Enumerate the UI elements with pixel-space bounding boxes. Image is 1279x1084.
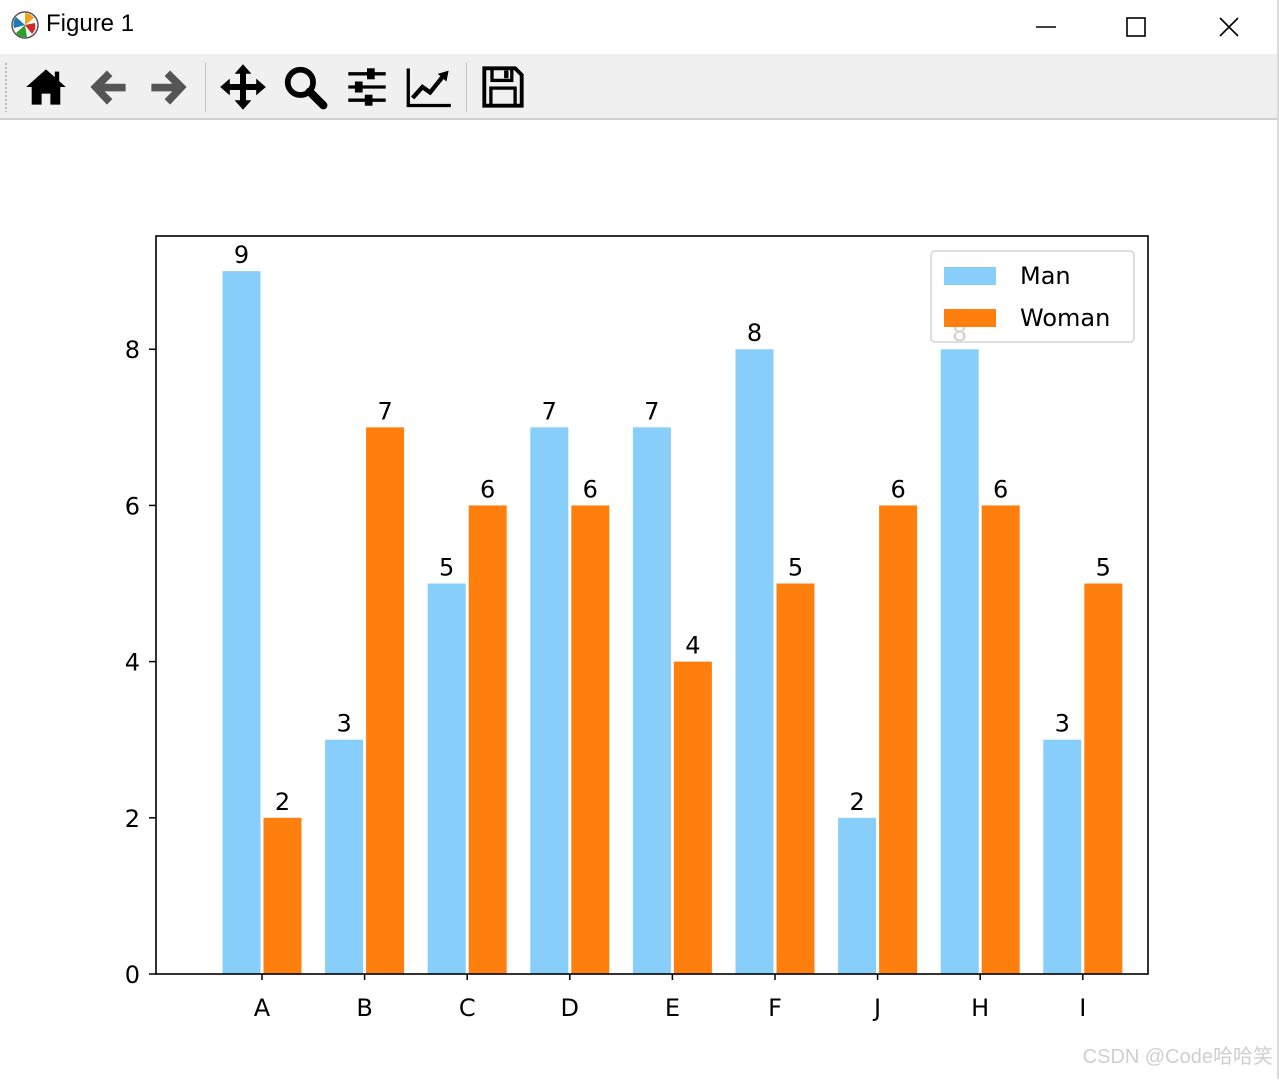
bar-value-label: 3: [1055, 710, 1070, 738]
x-tick-label: A: [254, 994, 271, 1022]
close-icon: [1219, 17, 1239, 37]
x-tick-label: F: [768, 994, 782, 1022]
zoom-icon: [284, 66, 328, 110]
bar-man: [325, 739, 364, 974]
y-tick-label: 6: [125, 492, 140, 520]
axes-frame: [155, 235, 1149, 975]
x-tick-label: H: [971, 994, 989, 1022]
bar-value-label: 7: [644, 397, 659, 425]
y-tick-label: 8: [125, 336, 140, 364]
legend-swatch-woman: [944, 309, 996, 327]
bar-value-label: 7: [377, 397, 392, 425]
configure-subplots-button[interactable]: [343, 63, 391, 111]
bar-man: [427, 583, 466, 974]
maximize-icon: [1126, 17, 1146, 37]
edit-axis-button[interactable]: [405, 63, 453, 111]
bar-woman: [263, 817, 302, 974]
window-title: Figure 1: [46, 10, 135, 37]
bar-woman: [879, 505, 918, 974]
bar-value-label: 2: [275, 788, 290, 816]
legend-swatch-man: [944, 267, 996, 285]
bar-woman: [981, 505, 1020, 974]
save-button[interactable]: [479, 63, 527, 111]
bar-woman: [1084, 583, 1123, 974]
bar-value-label: 5: [788, 554, 803, 582]
back-button[interactable]: [84, 63, 132, 111]
toolbar-separator: [205, 62, 206, 112]
maximize-button[interactable]: [1091, 0, 1181, 54]
pan-button[interactable]: [219, 63, 267, 111]
zoom-button[interactable]: [281, 63, 329, 111]
home-button[interactable]: [22, 63, 70, 111]
forward-arrow-icon: [151, 70, 187, 105]
bar-woman: [571, 505, 610, 974]
y-tick-label: 4: [125, 649, 140, 677]
back-arrow-icon: [90, 70, 126, 105]
legend-label: Man: [1020, 262, 1071, 290]
x-tick-label: J: [872, 994, 881, 1022]
bar-value-label: 6: [993, 475, 1008, 503]
bar-woman: [776, 583, 815, 974]
bar-man: [530, 427, 569, 974]
bar-man: [222, 271, 261, 975]
bar-value-label: 4: [685, 632, 700, 660]
bar-value-label: 3: [336, 710, 351, 738]
matplotlib-logo-icon: [11, 11, 39, 39]
bar-man: [940, 349, 979, 974]
x-tick-label: D: [561, 994, 579, 1022]
bar-woman: [366, 427, 405, 974]
bar-value-label: 5: [439, 554, 454, 582]
minimize-icon: [1036, 26, 1056, 28]
x-tick-label: C: [459, 994, 476, 1022]
title-bar: Figure 1: [0, 0, 1279, 54]
toolbar-separator: [466, 62, 467, 112]
figure-canvas[interactable]: 92A37B56C76D74E85F26J86H35I02468ManWoman…: [0, 120, 1279, 1079]
watermark: CSDN @Code哈哈笑: [1082, 1046, 1273, 1068]
bar-man: [735, 349, 774, 974]
bar-man: [632, 427, 671, 974]
home-icon: [26, 69, 66, 105]
pan-icon: [220, 64, 266, 110]
navigation-toolbar: [0, 54, 1279, 120]
forward-button[interactable]: [145, 63, 193, 111]
bar-value-label: 9: [234, 241, 249, 269]
bar-value-label: 5: [1096, 554, 1111, 582]
close-button[interactable]: [1184, 0, 1274, 54]
y-tick-label: 0: [125, 961, 140, 989]
legend-label: Woman: [1020, 304, 1110, 332]
edit-axis-icon: [406, 68, 451, 108]
x-tick-label: I: [1079, 994, 1086, 1022]
bar-value-label: 2: [849, 788, 864, 816]
bar-woman: [673, 661, 712, 974]
x-tick-label: B: [356, 994, 372, 1022]
bar-value-label: 6: [480, 475, 495, 503]
bar-value-label: 6: [890, 475, 905, 503]
bar-value-label: 7: [542, 397, 557, 425]
subplots-config-icon: [348, 68, 386, 106]
minimize-button[interactable]: [1001, 0, 1091, 54]
bar-man: [838, 817, 877, 974]
toolbar-grip[interactable]: [4, 62, 8, 112]
x-tick-label: E: [665, 994, 680, 1022]
bar-value-label: 8: [747, 319, 762, 347]
save-icon: [482, 66, 524, 108]
bar-man: [1043, 739, 1082, 974]
bar-woman: [468, 505, 507, 974]
bar-chart: 92A37B56C76D74E85F26J86H35I02468ManWoman: [125, 235, 1149, 1022]
bar-value-label: 6: [583, 475, 598, 503]
y-tick-label: 2: [125, 805, 140, 833]
